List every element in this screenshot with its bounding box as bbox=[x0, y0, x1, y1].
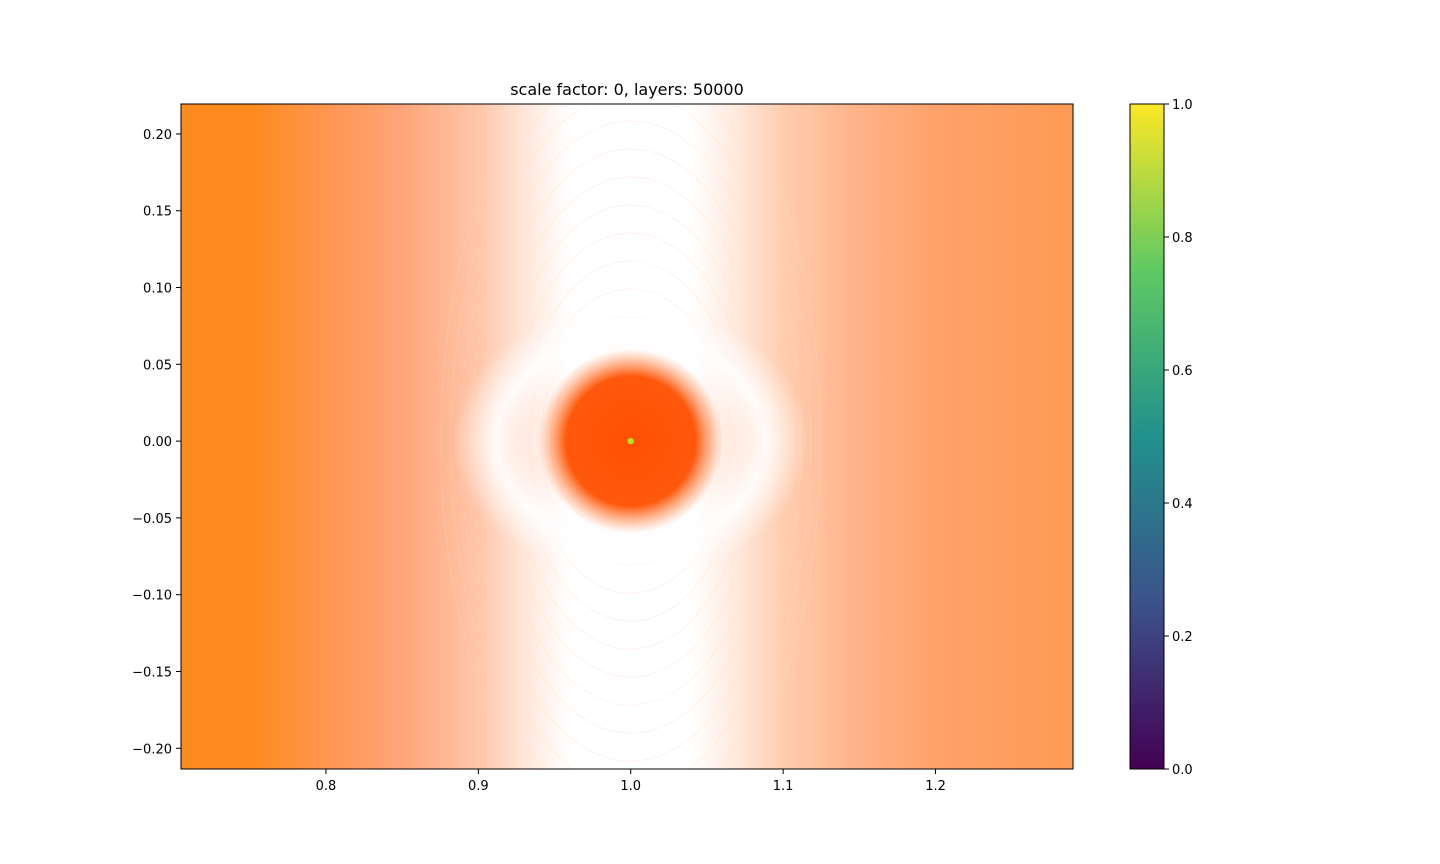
colorbar: 0.0 0.2 0.4 0.6 0.8 1.0 bbox=[1129, 98, 1193, 778]
x-tick-label: 0.8 bbox=[316, 779, 337, 794]
x-tick-label: 1.2 bbox=[925, 779, 946, 794]
y-tick-label: −0.20 bbox=[132, 742, 172, 757]
x-tick-label: 0.9 bbox=[468, 779, 489, 794]
y-axis: 0.20 0.15 0.10 0.05 0.00 −0.05 −0.10 −0.15 −0.20 bbox=[132, 128, 181, 757]
colorbar-tick-label: 0.4 bbox=[1172, 497, 1193, 512]
plot-frame bbox=[180, 103, 1074, 770]
colorbar-tick-label: 0.8 bbox=[1172, 231, 1193, 246]
y-tick-label: −0.15 bbox=[132, 665, 172, 680]
x-tick-label: 1.0 bbox=[620, 779, 641, 794]
plot-area bbox=[181, 104, 1073, 769]
colorbar-fill bbox=[1130, 104, 1164, 769]
chart-title: scale factor: 0, layers: 50000 bbox=[510, 80, 744, 99]
x-tick-label: 1.1 bbox=[773, 779, 794, 794]
colorbar-tick-label: 0.2 bbox=[1172, 630, 1193, 645]
colorbar-tick-label: 0.0 bbox=[1172, 763, 1193, 778]
y-tick-label: −0.10 bbox=[132, 589, 172, 604]
colorbar-frame bbox=[1129, 103, 1165, 770]
y-tick-label: −0.05 bbox=[132, 512, 172, 527]
contour-line bbox=[450, 104, 811, 769]
colorbar-tick-label: 1.0 bbox=[1172, 98, 1193, 113]
center-point bbox=[627, 437, 634, 445]
contour-line bbox=[440, 104, 821, 769]
y-tick-label: 0.20 bbox=[143, 128, 172, 143]
y-tick-label: 0.15 bbox=[143, 205, 172, 220]
colorbar-ticks: 0.0 0.2 0.4 0.6 0.8 1.0 bbox=[1164, 98, 1193, 778]
y-tick-label: 0.00 bbox=[143, 435, 172, 450]
y-tick-label: 0.10 bbox=[143, 282, 172, 297]
y-tick-label: 0.05 bbox=[143, 358, 172, 373]
x-axis: 0.8 0.9 1.0 1.1 1.2 bbox=[316, 769, 946, 794]
colorbar-tick-label: 0.6 bbox=[1172, 364, 1193, 379]
